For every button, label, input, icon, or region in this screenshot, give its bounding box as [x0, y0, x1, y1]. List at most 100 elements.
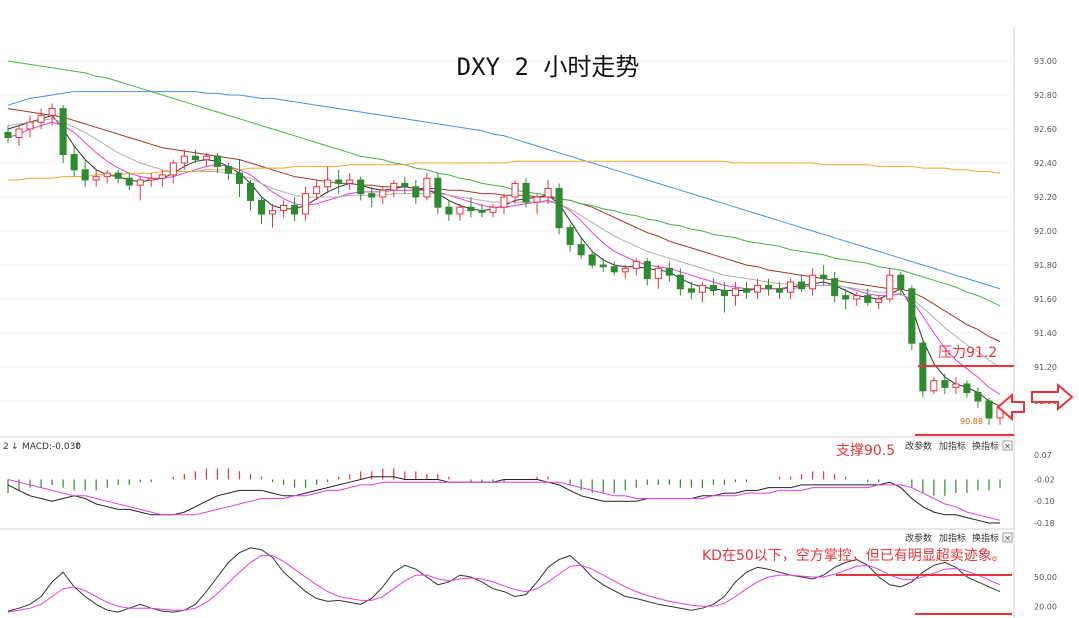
candle: [930, 377, 938, 395]
candle: [269, 203, 277, 228]
candle-body: [831, 278, 839, 297]
candle: [136, 176, 144, 201]
candle: [963, 380, 971, 398]
candle: [4, 125, 12, 143]
last-price-label: 90.88: [960, 417, 983, 426]
candlesticks: [4, 103, 1004, 425]
candle: [213, 152, 221, 174]
candle-body: [952, 383, 960, 388]
candle-body: [599, 264, 607, 268]
candle-body: [654, 267, 662, 280]
candle: [445, 200, 453, 221]
ma-line-5: [7, 91, 1001, 290]
candle: [70, 146, 78, 177]
candle: [831, 271, 839, 303]
candle-body: [26, 121, 34, 130]
candle: [324, 166, 332, 194]
candle: [621, 265, 629, 279]
candle-body: [103, 172, 111, 178]
candle: [302, 186, 310, 221]
candle-body: [665, 267, 673, 276]
macd-header-prefix: 2: [3, 442, 9, 452]
candle: [974, 387, 982, 408]
candle: [555, 183, 563, 235]
macd-close-box[interactable]: [1002, 440, 1013, 451]
candle-body: [985, 400, 993, 419]
price-tick-label: 92.00: [1034, 227, 1057, 236]
candle-body: [731, 288, 739, 297]
candle: [114, 169, 122, 184]
kd-add-indicator-button[interactable]: 加指标: [939, 532, 966, 544]
price-tick-label: 92.60: [1034, 125, 1057, 134]
ma-line-4: [7, 60, 1001, 307]
macd-tick-label: 0.07: [1034, 451, 1052, 460]
candle-body: [753, 284, 762, 293]
candle-body: [235, 172, 243, 184]
candle: [357, 176, 365, 201]
kd-close-icon[interactable]: ×: [1004, 534, 1012, 544]
candle: [346, 173, 354, 191]
candle-body: [158, 174, 166, 179]
candle-body: [930, 380, 938, 392]
candle-body: [610, 266, 618, 273]
candle: [676, 268, 684, 296]
candle-body: [853, 295, 861, 300]
candle-body: [48, 108, 56, 116]
price-tick-label: 91.20: [1034, 363, 1057, 372]
candle: [500, 193, 508, 214]
macd-label: MACD:-0.030: [22, 442, 81, 452]
price-tick-label: 92.40: [1034, 159, 1057, 168]
kd-lines: [7, 547, 1001, 613]
candle-body: [500, 196, 508, 208]
macd-close-icon[interactable]: ×: [1004, 442, 1012, 452]
kd-edit-params-button[interactable]: 改参数: [905, 532, 932, 544]
macd-switch-indicator-button[interactable]: 换指标: [972, 440, 999, 452]
price-tick-label: 92.20: [1034, 193, 1057, 202]
candle: [235, 159, 243, 197]
macd-edit-params-button[interactable]: 改参数: [905, 440, 932, 452]
candle-body: [886, 274, 894, 300]
macd-add-indicator-button[interactable]: 加指标: [939, 440, 966, 452]
candle: [26, 115, 34, 138]
candle-body: [687, 288, 695, 293]
candle: [665, 261, 673, 282]
candle-body: [434, 177, 442, 208]
kd-close-box[interactable]: [1002, 532, 1013, 543]
candle: [787, 278, 795, 299]
price-tick-label: 93.00: [1034, 57, 1057, 66]
kd-switch-indicator-button[interactable]: 换指标: [972, 532, 999, 544]
candle-body: [423, 177, 431, 198]
kd-tick-label: 20.00: [1034, 602, 1057, 611]
candle: [809, 268, 817, 296]
candle: [59, 105, 67, 163]
candle: [423, 173, 431, 201]
candle-body: [213, 155, 221, 167]
candle-body: [379, 189, 387, 198]
candle: [731, 282, 739, 306]
candle-body: [147, 177, 155, 181]
candle: [202, 152, 210, 167]
chart-title: DXY 2 小时走势: [457, 53, 640, 81]
candle-body: [643, 261, 651, 280]
macd-lines: [7, 476, 1001, 524]
candle: [698, 282, 706, 303]
candle-body: [114, 172, 122, 179]
candle-body: [357, 179, 365, 195]
candle-body: [809, 274, 817, 290]
candle: [48, 103, 56, 126]
candle-body: [136, 179, 144, 186]
candle: [125, 173, 133, 191]
candle-body: [676, 274, 684, 290]
candle-body: [709, 284, 717, 291]
candle-body: [720, 290, 728, 297]
candle-body: [291, 205, 299, 215]
candle-body: [4, 131, 12, 138]
candle-body: [401, 182, 409, 188]
candle-body: [346, 179, 354, 184]
kd-d-line: [7, 555, 1001, 613]
candle-body: [478, 210, 486, 213]
candle-body: [445, 206, 453, 215]
macd-tick-label: -0.10: [1034, 497, 1055, 506]
price-tick-label: 92.80: [1034, 91, 1057, 100]
